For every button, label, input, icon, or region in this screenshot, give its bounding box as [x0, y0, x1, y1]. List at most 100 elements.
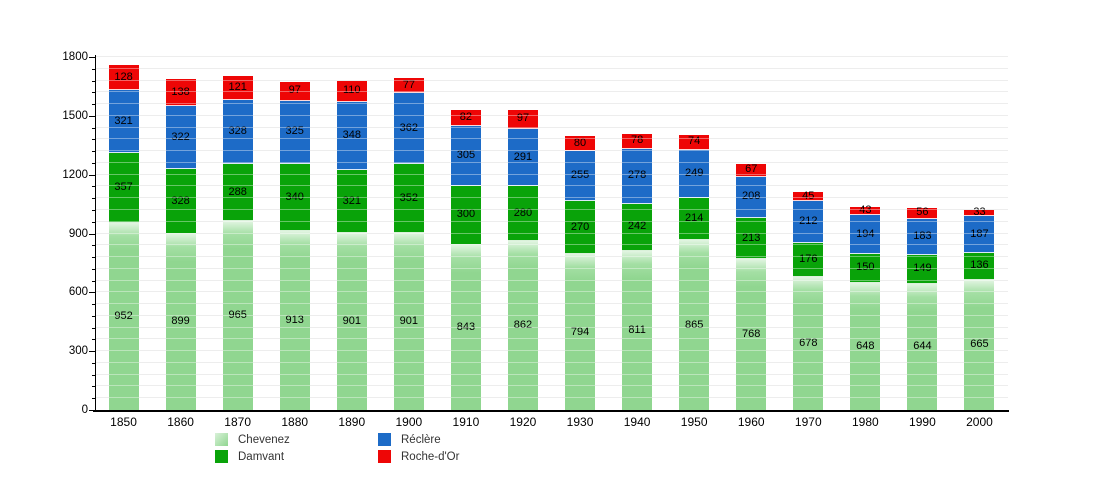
y-axis-label: 1500	[62, 109, 88, 122]
bar-segment-damvant-1940: 242	[622, 203, 653, 251]
bar-segment-rochedor-1860: 138	[165, 79, 196, 107]
bar-segment-damvant-1860: 328	[165, 169, 196, 234]
x-axis-label-1950: 1950	[680, 415, 708, 429]
bar-value-label: 97	[516, 112, 530, 125]
gridline	[96, 350, 1008, 352]
stacked-bar-1960: 768 213 208 67	[736, 163, 767, 410]
y-axis-tick	[92, 315, 95, 317]
bar-value-label: 322	[171, 130, 190, 143]
bar-segment-chevenez-1960: 768	[736, 259, 767, 410]
bar-group-1920: 862 280 291 97	[494, 57, 551, 410]
x-axis-label-1900: 1900	[395, 415, 423, 429]
gridline	[96, 126, 1008, 128]
stacked-bar-1980: 648 150 194 43	[850, 205, 881, 410]
bar-segment-rclre-1870: 328	[222, 99, 253, 165]
bar-value-label: 77	[402, 78, 415, 91]
bar-segment-damvant-1960: 213	[736, 217, 767, 260]
y-axis-tick	[89, 292, 95, 294]
bar-group-1940: 811 242 278 78	[609, 57, 666, 410]
bar-segment-damvant-1880: 340	[279, 164, 310, 231]
bar-segment-chevenez-1970: 678	[793, 277, 824, 410]
y-axis-tick	[92, 139, 95, 141]
y-axis-label: 1200	[62, 168, 88, 181]
bar-segment-rclre-1920: 291	[507, 128, 538, 187]
bar-value-label: 270	[570, 220, 590, 233]
stacked-bar-1970: 678 176 212 45	[793, 190, 824, 410]
bar-value-label: 280	[513, 206, 533, 219]
bar-value-label: 321	[342, 194, 361, 207]
x-axis-label-1910: 1910	[452, 415, 480, 429]
bar-segment-chevenez-1920: 862	[507, 240, 538, 410]
bar-value-label: 150	[856, 261, 875, 274]
gridline	[96, 91, 1008, 93]
bar-value-label: 952	[114, 310, 133, 323]
gridline	[96, 161, 1008, 163]
bar-value-label: 965	[228, 308, 247, 321]
y-axis-tick	[92, 92, 95, 94]
bar-segment-rochedor-1880: 97	[279, 81, 310, 101]
gridline	[96, 361, 1008, 363]
gridline	[96, 244, 1008, 246]
bar-segment-chevenez-1910: 843	[450, 244, 481, 410]
bar-segment-rochedor-1940: 78	[622, 133, 653, 149]
bar-group-1880: 913 340 325 97	[266, 57, 323, 410]
bar-group-1950: 865 214 249 74	[666, 57, 723, 410]
bar-segment-chevenez-1850: 952	[108, 223, 139, 410]
x-axis-label-1930: 1930	[566, 415, 594, 429]
gridline	[96, 338, 1008, 340]
bar-value-label: 321	[114, 114, 133, 127]
bar-value-label: 328	[228, 125, 247, 138]
bar-value-label: 249	[684, 167, 704, 179]
bar-value-label: 768	[742, 328, 761, 341]
legend-item-rclre: Réclère	[378, 431, 459, 448]
bar-group-1910: 843 300 305 82	[437, 57, 494, 410]
bar-value-label: 362	[399, 121, 419, 134]
bar-value-label: 305	[456, 148, 476, 161]
bar-value-label: 187	[970, 227, 989, 240]
y-axis-tick	[89, 115, 95, 117]
gridline	[96, 291, 1008, 293]
y-axis-tick	[89, 57, 95, 58]
bar-group-2000: 665 136 187 33	[951, 57, 1008, 410]
bar-value-label: 97	[288, 84, 301, 97]
y-axis-tick	[92, 162, 95, 164]
bar-segment-damvant-1910: 300	[450, 185, 481, 245]
y-axis-line	[95, 55, 96, 410]
bar-value-label: 648	[856, 339, 875, 352]
x-axis-label-1990: 1990	[909, 415, 936, 429]
bar-segment-damvant-2000: 136	[964, 252, 995, 280]
y-axis-tick	[92, 374, 95, 376]
bar-segment-rochedor-1930: 80	[565, 135, 596, 152]
gridline	[96, 303, 1008, 305]
legend-label: Chevenez	[238, 433, 290, 446]
gridline	[96, 256, 1008, 258]
y-axis-tick	[89, 351, 95, 353]
y-axis-label: 1800	[62, 51, 88, 63]
gridline	[96, 373, 1008, 375]
y-axis-tick	[92, 304, 95, 306]
bar-value-label: 74	[688, 135, 701, 148]
y-axis-tick	[89, 410, 95, 411]
bar-value-label: 208	[742, 190, 761, 203]
bar-group-1980: 648 150 194 43	[837, 57, 894, 410]
gridline	[96, 173, 1008, 175]
bar-segment-rclre-1930: 255	[565, 151, 596, 202]
bar-group-1850: 952 357 321 128	[95, 57, 152, 410]
y-axis-label: 900	[68, 227, 88, 240]
bar-segment-rclre-1910: 305	[450, 126, 481, 186]
bar-value-label: 328	[171, 194, 190, 207]
bar-segment-rochedor-1850: 128	[108, 65, 139, 91]
x-axis-label-1870: 1870	[224, 415, 251, 429]
bar-value-label: 136	[970, 259, 989, 272]
bar-segment-damvant-1850: 357	[108, 153, 139, 224]
bar-segment-damvant-1890: 321	[336, 170, 367, 234]
bar-value-label: 288	[228, 185, 247, 198]
bar-value-label: 291	[513, 150, 533, 163]
gridline	[96, 56, 1008, 57]
y-axis-tick	[92, 386, 95, 388]
legend-swatch-rochedor-icon	[378, 450, 391, 463]
bar-segment-rclre-1950: 249	[679, 149, 710, 199]
bar-segment-damvant-1870: 288	[222, 164, 253, 221]
gridline	[96, 279, 1008, 281]
bar-segment-damvant-1920: 280	[507, 186, 538, 241]
